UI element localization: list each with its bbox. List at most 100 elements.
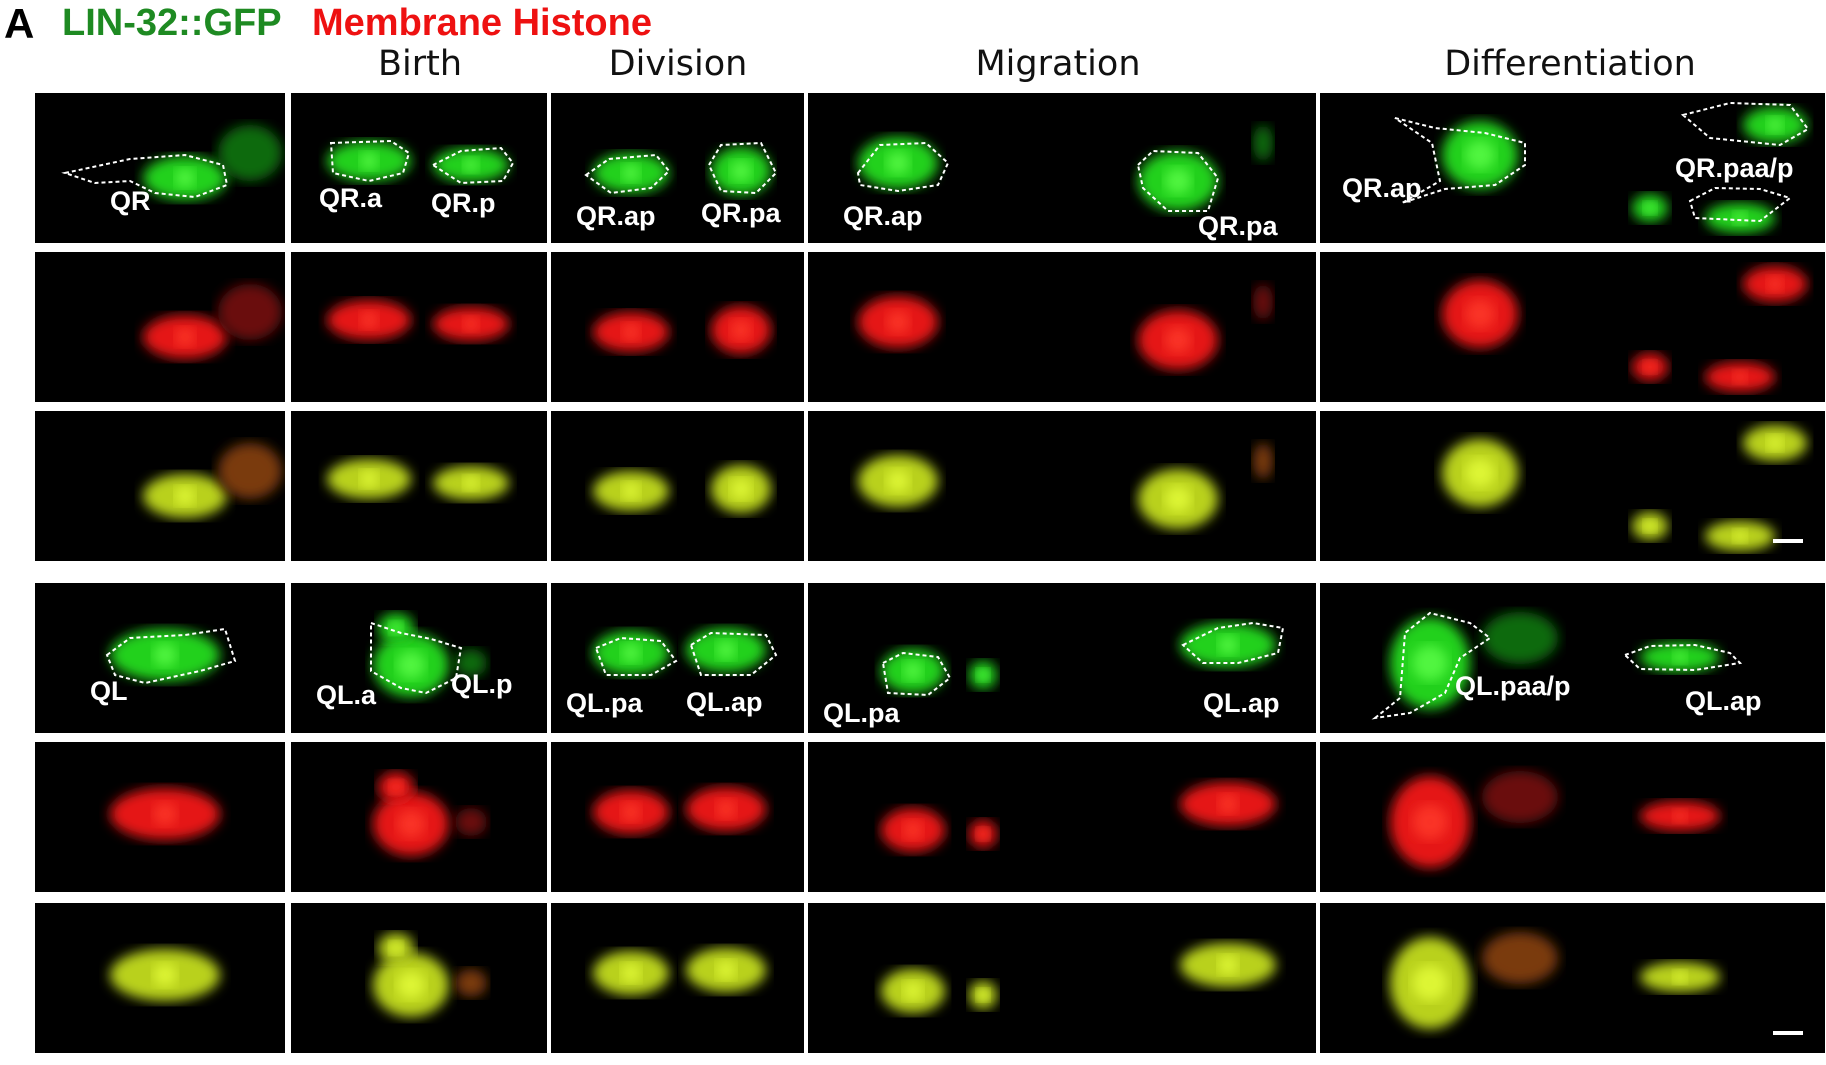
cell-nucleus <box>1164 326 1192 354</box>
micrograph-membrane-histone-ql-col0 <box>35 742 285 892</box>
micrograph-GFP-ql-col1: QL.a QL.p <box>291 583 547 733</box>
micrograph-membrane-histone-qr-col1 <box>291 252 547 402</box>
cell-outline <box>1394 117 1526 204</box>
micrograph-GFP-ql-col2: QL.pa QL.ap <box>551 583 804 733</box>
cell-label: QR.pa <box>1198 211 1278 241</box>
cell-nucleus <box>360 470 378 488</box>
cell-nucleus <box>463 157 479 173</box>
cell-label: QL.pa <box>823 698 900 728</box>
micrograph-merge-ql-col4 <box>1320 903 1825 1053</box>
cell-nucleus <box>1733 529 1747 543</box>
micrograph-membrane-histone-qr-col0 <box>35 252 285 402</box>
micrograph-GFP-ql-col3: QL.pa QL.ap <box>808 583 1316 733</box>
figure-header: A LIN-32::GFP Membrane Histone <box>0 0 1826 80</box>
cell-nucleus <box>1643 360 1657 374</box>
cell-nucleus <box>622 164 640 182</box>
micrograph-merge-ql-col0 <box>35 903 285 1053</box>
cell-nucleus <box>360 311 378 329</box>
micrograph-canvas <box>593 306 771 354</box>
scale-bar <box>1773 539 1803 543</box>
cell-nucleus <box>360 152 378 170</box>
cell-outline <box>1136 149 1220 212</box>
micrograph-merge-qr-col2 <box>551 411 804 561</box>
cell-body <box>455 649 487 677</box>
cell-nucleus <box>1673 970 1687 984</box>
micrograph-canvas <box>105 627 237 685</box>
micrograph-membrane-histone-ql-col3 <box>808 742 1316 892</box>
cell-nucleus <box>1766 275 1784 293</box>
cell-nucleus <box>396 809 426 839</box>
panel-letter: A <box>4 0 35 47</box>
cell-outline <box>707 141 778 195</box>
cell-nucleus <box>1673 809 1687 823</box>
cell-body <box>455 808 487 836</box>
micrograph-GFP-qr-col1: QR.a QR.p <box>291 93 547 243</box>
cell-body <box>1253 443 1273 479</box>
micrograph-membrane-histone-qr-col2 <box>551 252 804 402</box>
cell-outline <box>689 631 778 676</box>
cell-nucleus <box>463 475 479 491</box>
cell-nucleus <box>153 963 177 987</box>
cell-label: QR.pa <box>701 198 781 228</box>
cell-nucleus <box>389 941 403 955</box>
cell-label: QL <box>90 676 128 706</box>
cell-nucleus <box>153 643 177 667</box>
cell-nucleus <box>389 621 403 635</box>
micrograph-canvas <box>1442 425 1807 551</box>
micrograph-canvas <box>327 139 515 185</box>
cell-body <box>218 125 282 181</box>
cell-nucleus <box>716 799 736 819</box>
micrograph-canvas <box>143 443 282 518</box>
micrograph-membrane-histone-ql-col2 <box>551 742 804 892</box>
micrograph-merge-qr-col1 <box>291 411 547 561</box>
cell-outline <box>1623 643 1743 672</box>
cell-nucleus <box>903 820 923 840</box>
micrograph-canvas <box>143 284 282 359</box>
cell-outline <box>594 636 678 676</box>
micrograph-canvas <box>1390 771 1720 868</box>
cell-outline <box>370 621 463 695</box>
micrograph-canvas <box>370 613 487 697</box>
cell-outline <box>584 153 671 195</box>
cell-nucleus <box>463 316 479 332</box>
micrograph-canvas <box>584 141 778 195</box>
cell-outline <box>1181 621 1285 664</box>
title-red-channel: Membrane Histone <box>312 2 652 44</box>
column-header-migration: Migration <box>975 44 1141 84</box>
micrograph-canvas <box>61 125 282 200</box>
column-header-differentiation: Differentiation <box>1444 44 1696 84</box>
cell-body <box>1253 284 1273 320</box>
cell-nucleus <box>1643 201 1657 215</box>
cell-body <box>455 969 487 997</box>
cell-label: QR.p <box>431 188 496 218</box>
cell-nucleus <box>716 960 736 980</box>
cell-outline <box>856 141 950 193</box>
micrograph-membrane-histone-qr-col4 <box>1320 252 1825 402</box>
micrograph-GFP-qr-col4: QR.ap QR.paa/p <box>1320 93 1825 243</box>
micrograph-merge-ql-col2 <box>551 903 804 1053</box>
cell-label: QL.a <box>316 680 377 710</box>
cell-nucleus <box>1766 116 1784 134</box>
micrograph-GFP-qr-col0: QR <box>35 93 285 243</box>
cell-nucleus <box>1733 211 1747 225</box>
cell-nucleus <box>886 469 910 493</box>
cell-body <box>1482 612 1558 664</box>
cell-label: QL.ap <box>1685 686 1762 716</box>
cell-nucleus <box>976 988 990 1002</box>
cell-label: QL.pa <box>566 688 643 718</box>
cell-label: QL.p <box>451 669 513 699</box>
micrograph-canvas <box>373 772 487 856</box>
cell-outline <box>1688 186 1793 223</box>
cell-outline <box>61 153 229 199</box>
micrograph-canvas <box>1371 611 1743 720</box>
micrograph-canvas <box>327 300 509 341</box>
cell-nucleus <box>621 802 641 822</box>
cell-nucleus <box>886 151 910 175</box>
column-header-division: Division <box>608 44 748 84</box>
cell-label: QR.paa/p <box>1675 153 1794 183</box>
cell-body <box>1253 125 1273 161</box>
micrograph-merge-qr-col4 <box>1320 411 1825 561</box>
cell-label: QR.a <box>319 183 383 213</box>
cell-nucleus <box>621 643 641 663</box>
